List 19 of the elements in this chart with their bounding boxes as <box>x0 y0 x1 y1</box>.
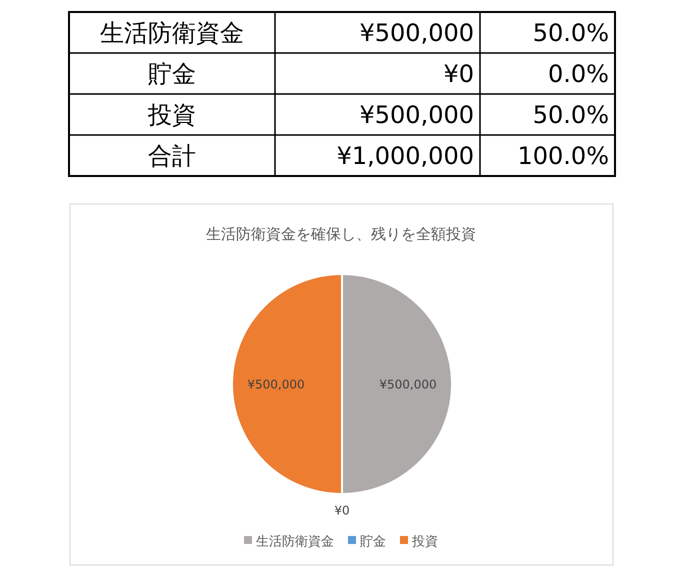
text: 100.0% <box>517 142 609 170</box>
legend-label: 貯金 <box>360 534 386 550</box>
text: ¥1,000,000 <box>336 142 474 170</box>
text: 投資 <box>147 101 196 130</box>
legend-label: 生活防衛資金 <box>256 534 334 550</box>
data-label: ¥500,000 <box>379 377 437 392</box>
text: 50.0% <box>532 19 609 48</box>
text: ¥500,000 <box>359 19 474 48</box>
data-label: ¥500,000 <box>247 377 305 392</box>
legend-label: 投資 <box>411 534 438 550</box>
text: 貯金 <box>148 60 196 88</box>
text: ¥0 <box>443 60 474 88</box>
text: 50.0% <box>532 101 609 130</box>
text: 0.0% <box>548 60 609 88</box>
chart-title: 生活防衛資金を確保し、残りを全額投資 <box>206 225 476 243</box>
text: ¥500,000 <box>359 101 474 130</box>
text: 合計 <box>148 142 196 170</box>
text: 生活防衛資金 <box>100 19 244 48</box>
text: ¥0 <box>334 503 350 518</box>
